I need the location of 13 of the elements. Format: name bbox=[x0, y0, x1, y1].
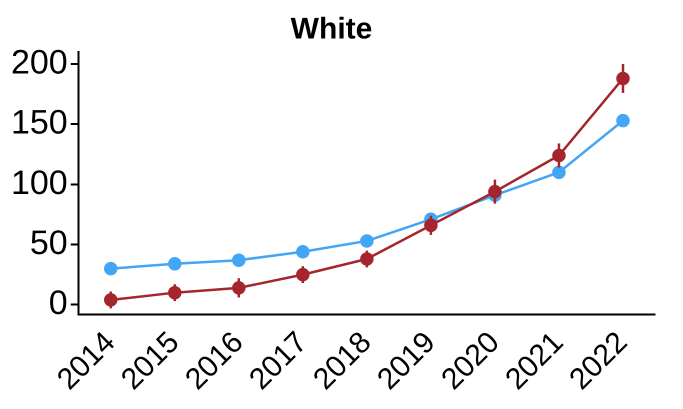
point bbox=[296, 245, 310, 259]
point bbox=[552, 166, 566, 180]
point bbox=[232, 253, 246, 267]
point bbox=[104, 262, 118, 276]
point bbox=[616, 114, 630, 128]
y-tick-label: 200 bbox=[10, 43, 68, 82]
chart-title: White bbox=[290, 12, 372, 46]
y-tick-label: 150 bbox=[10, 104, 68, 142]
y-tick-label: 100 bbox=[10, 164, 68, 202]
y-tick-label: 0 bbox=[48, 284, 68, 322]
point bbox=[168, 257, 182, 271]
point bbox=[360, 234, 374, 248]
y-tick-label: 50 bbox=[30, 224, 68, 262]
